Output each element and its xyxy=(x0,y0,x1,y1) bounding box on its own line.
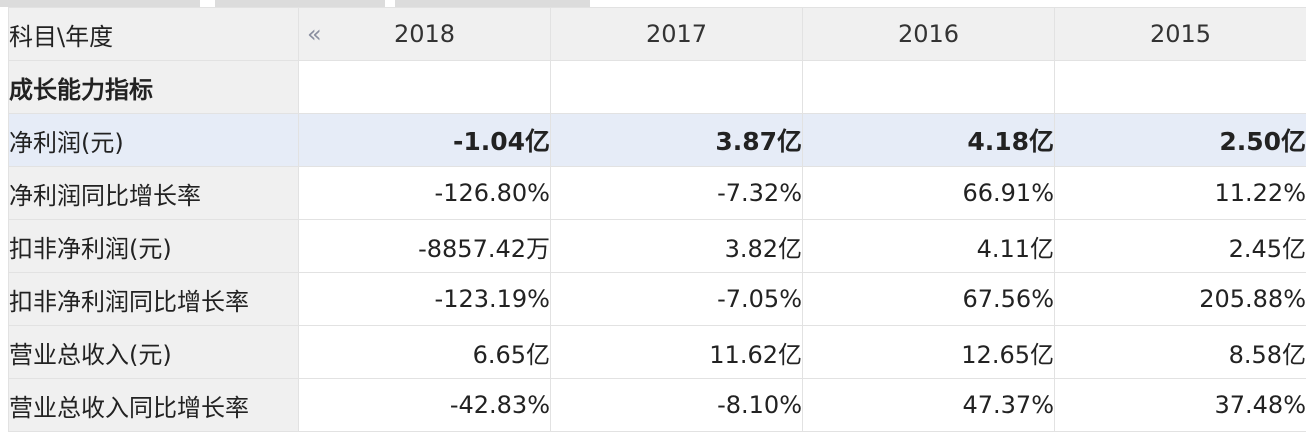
empty-cell xyxy=(550,60,803,114)
year-header-2015: 2015 xyxy=(1054,7,1306,61)
table-row-deducted-net-profit-growth: 扣非净利润同比增长率 -123.19% -7.05% 67.56% 205.88… xyxy=(8,272,1306,326)
tab-stub-1[interactable] xyxy=(0,0,200,7)
tab-stub-2[interactable] xyxy=(215,0,385,7)
value-cell: -7.32% xyxy=(550,166,803,220)
financial-indicator-table: 科目\年度 « 2018 2017 2016 2015 成长能力指标 净利润(元… xyxy=(8,7,1306,432)
table-row-total-revenue: 营业总收入(元) 6.65亿 11.62亿 12.65亿 8.58亿 xyxy=(8,325,1306,379)
value-cell: -7.05% xyxy=(550,272,803,326)
section-title: 成长能力指标 xyxy=(8,60,299,114)
value-cell: 3.82亿 xyxy=(550,219,803,273)
year-header-2017: 2017 xyxy=(550,7,803,61)
value-cell: -8.10% xyxy=(550,378,803,432)
value-cell: 3.87亿 xyxy=(550,113,803,167)
row-label: 营业总收入同比增长率 xyxy=(8,378,299,432)
value-cell: 47.37% xyxy=(802,378,1055,432)
year-label: 2018 xyxy=(393,20,456,48)
row-label: 净利润(元) xyxy=(8,113,299,167)
value-cell: 2.45亿 xyxy=(1054,219,1306,273)
row-label: 净利润同比增长率 xyxy=(8,166,299,220)
row-label: 扣非净利润同比增长率 xyxy=(8,272,299,326)
table-row-deducted-net-profit: 扣非净利润(元) -8857.42万 3.82亿 4.11亿 2.45亿 xyxy=(8,219,1306,273)
value-cell: 66.91% xyxy=(802,166,1055,220)
double-chevron-left-icon[interactable]: « xyxy=(307,20,322,48)
corner-label: 科目\年度 xyxy=(8,7,299,61)
value-cell: -8857.42万 xyxy=(298,219,551,273)
value-cell: 4.18亿 xyxy=(802,113,1055,167)
value-cell: 2.50亿 xyxy=(1054,113,1306,167)
empty-cell xyxy=(298,60,551,114)
value-cell: 205.88% xyxy=(1054,272,1306,326)
empty-cell xyxy=(802,60,1055,114)
value-cell: -1.04亿 xyxy=(298,113,551,167)
value-cell: 8.58亿 xyxy=(1054,325,1306,379)
year-header-2016: 2016 xyxy=(802,7,1055,61)
value-cell: -126.80% xyxy=(298,166,551,220)
year-header-2018: « 2018 xyxy=(298,7,551,61)
table-row-net-profit-growth: 净利润同比增长率 -126.80% -7.32% 66.91% 11.22% xyxy=(8,166,1306,220)
row-label: 营业总收入(元) xyxy=(8,325,299,379)
row-label: 扣非净利润(元) xyxy=(8,219,299,273)
top-tab-strip xyxy=(0,0,1306,7)
value-cell: -42.83% xyxy=(298,378,551,432)
table-row-net-profit: 净利润(元) -1.04亿 3.87亿 4.18亿 2.50亿 xyxy=(8,113,1306,167)
tab-stub-3[interactable] xyxy=(395,0,590,7)
value-cell: 37.48% xyxy=(1054,378,1306,432)
value-cell: 11.22% xyxy=(1054,166,1306,220)
value-cell: -123.19% xyxy=(298,272,551,326)
section-row: 成长能力指标 xyxy=(8,60,1306,114)
empty-cell xyxy=(1054,60,1306,114)
header-row: 科目\年度 « 2018 2017 2016 2015 xyxy=(8,7,1306,61)
value-cell: 6.65亿 xyxy=(298,325,551,379)
value-cell: 67.56% xyxy=(802,272,1055,326)
value-cell: 11.62亿 xyxy=(550,325,803,379)
value-cell: 12.65亿 xyxy=(802,325,1055,379)
value-cell: 4.11亿 xyxy=(802,219,1055,273)
table-row-total-revenue-growth: 营业总收入同比增长率 -42.83% -8.10% 47.37% 37.48% xyxy=(8,378,1306,432)
